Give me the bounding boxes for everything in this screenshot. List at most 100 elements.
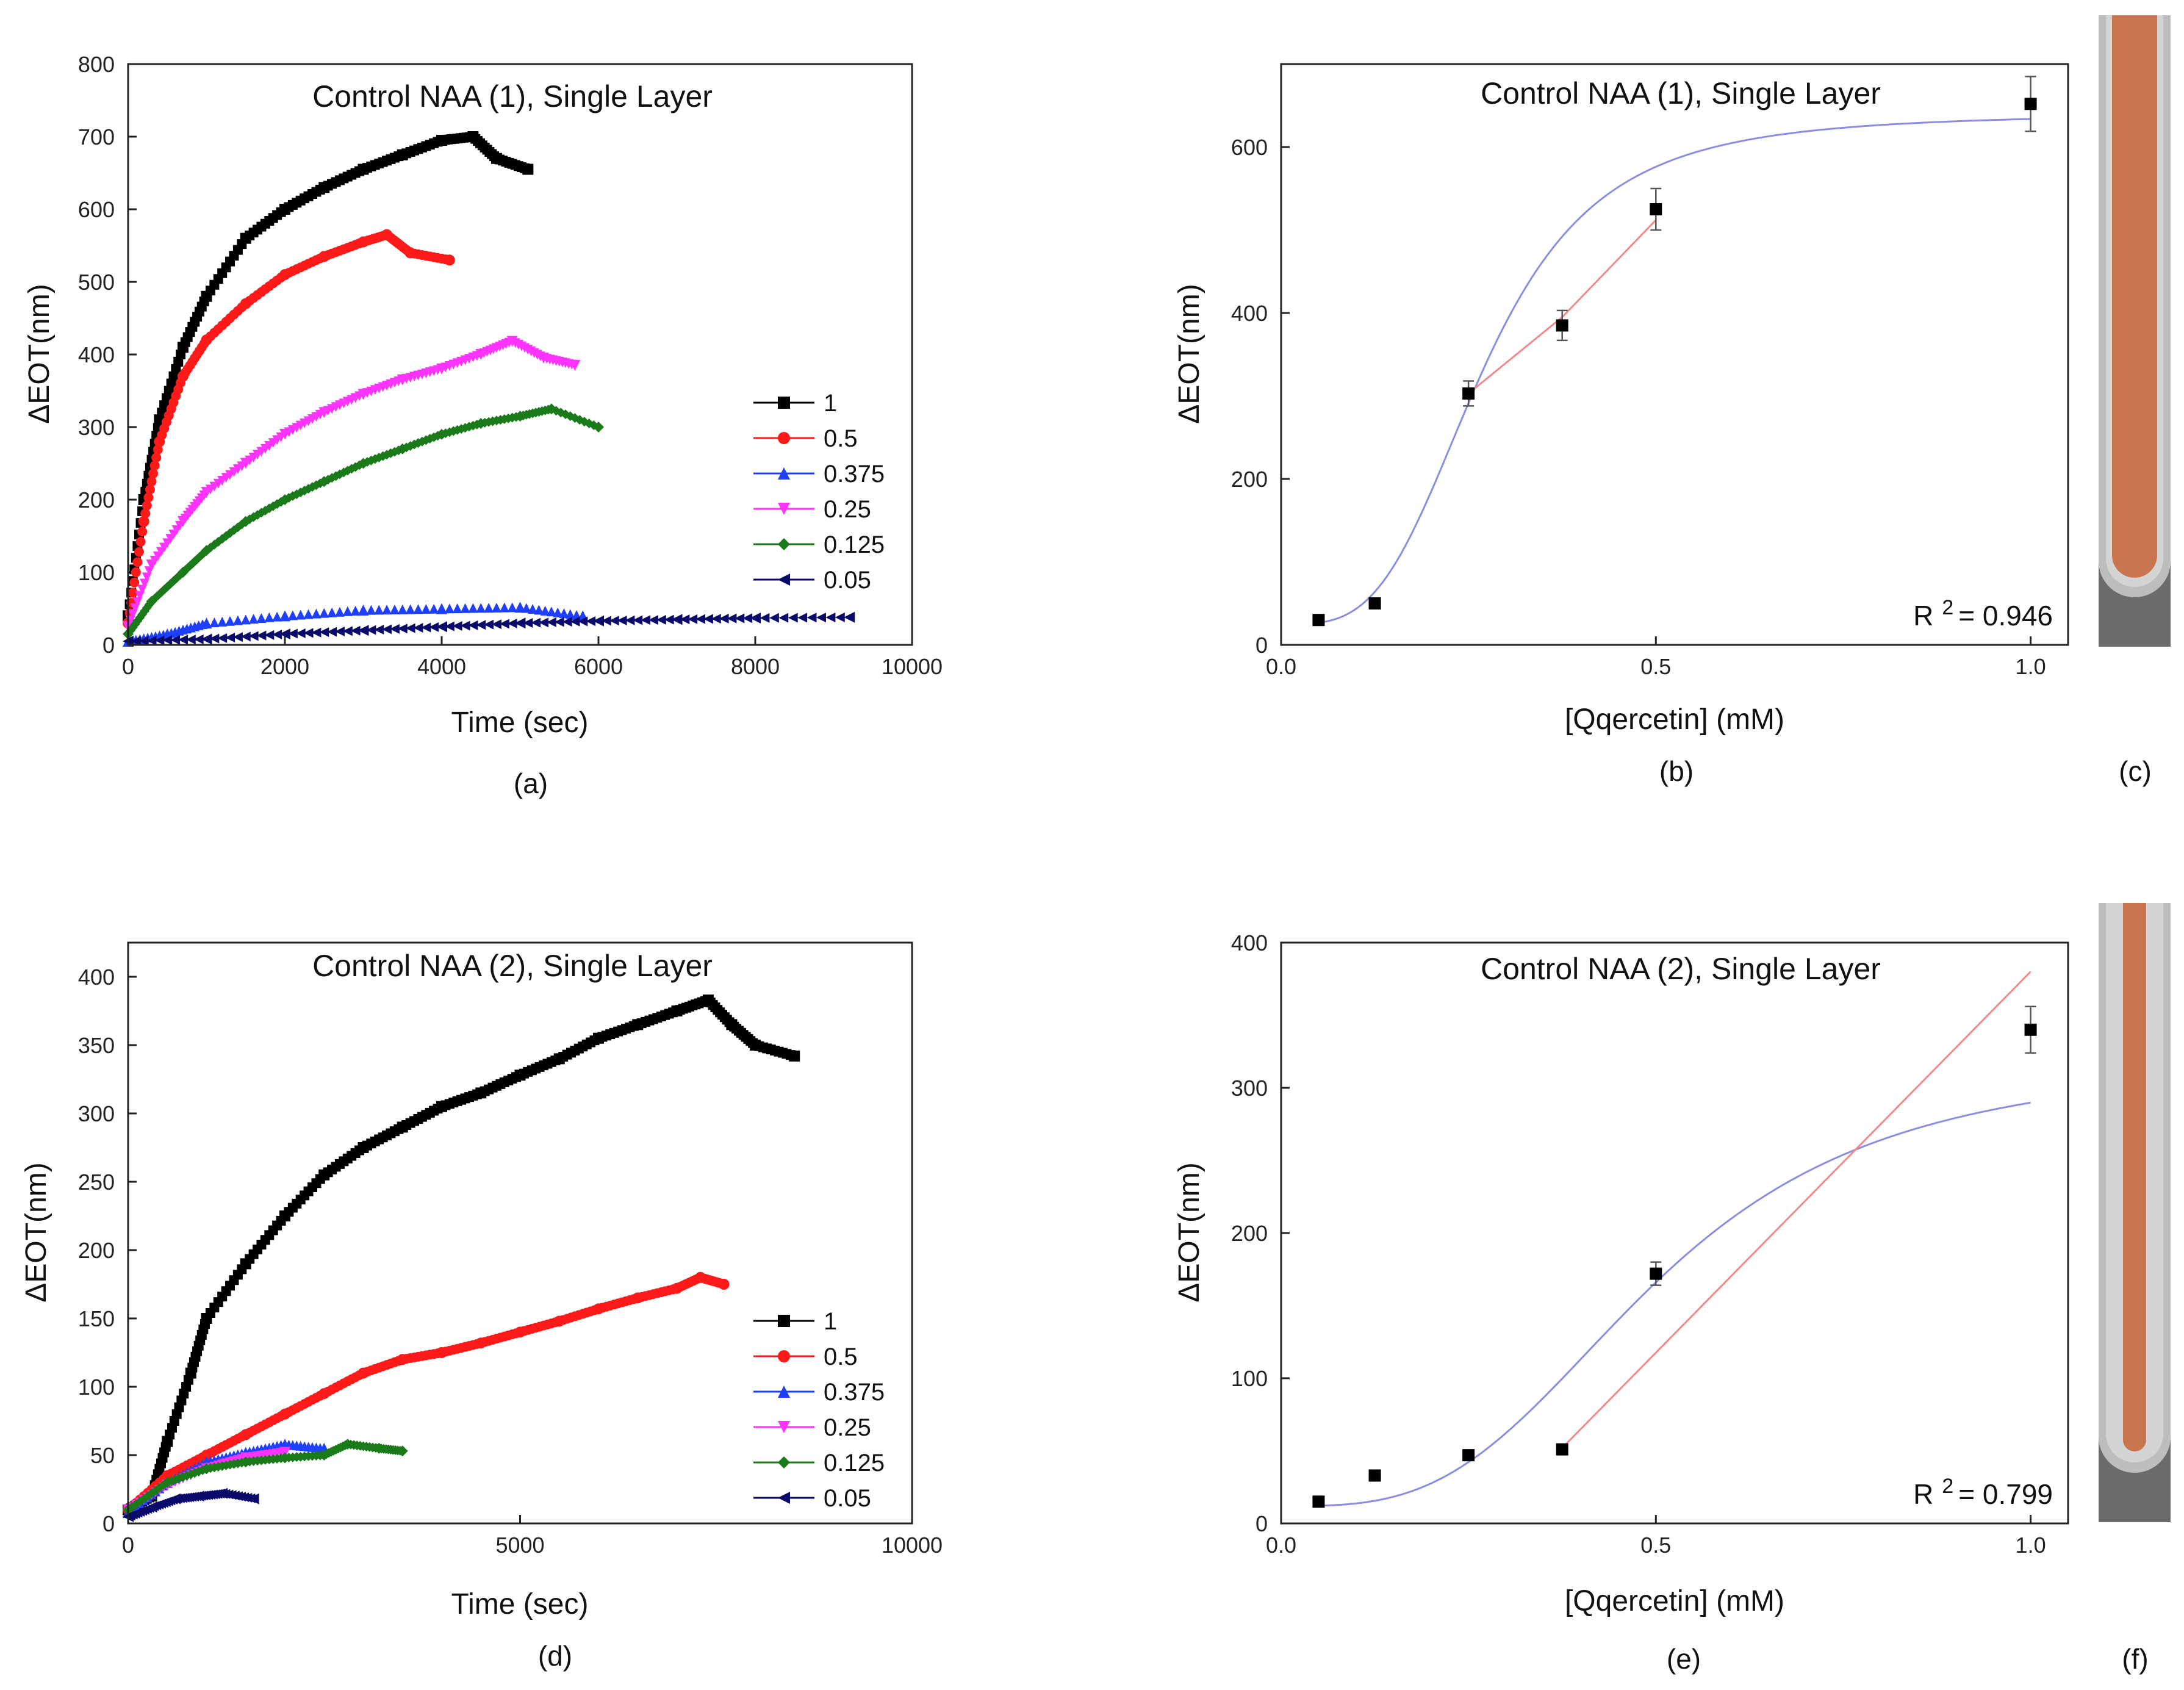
series-a-1 [123,131,534,622]
trace-marker-a-5-32 [374,625,384,635]
series-a-0.05 [123,611,855,647]
legend-label-d-1: 0.5 [824,1343,858,1370]
trace-marker-a-5-52 [531,617,541,628]
trace-marker-a-5-40 [437,622,447,632]
data-point-b-1 [1368,597,1381,609]
trace-marker-a-5-22 [295,628,306,638]
trace-marker-a-5-50 [515,618,525,628]
y-tick-label-b-0: 0 [1255,633,1268,658]
pore-illustration-c: (c) [2099,15,2171,787]
trace-marker-a-2-65 [546,606,556,617]
trace-marker-a-5-10 [201,634,212,644]
trace-marker-a-2-43 [382,605,392,615]
trace-marker-a-5-51 [523,617,533,628]
legend-marker-d-4 [778,1456,790,1469]
panel-label-d: (d) [538,1640,572,1672]
trace-marker-a-1-4 [129,577,140,588]
trace-marker-a-2-52 [452,603,462,614]
trace-marker-a-5-69 [664,614,674,625]
trace-marker-a-1-13 [143,492,154,503]
y-tick-label-d-8: 400 [78,965,115,990]
trace-marker-a-5-65 [633,615,643,625]
plot-frame-b [1280,63,2069,646]
trace-marker-a-1-17 [149,461,160,471]
trace-marker-a-5-84 [788,613,798,623]
series-a-0.375 [123,602,589,647]
data-point-b-0 [1312,614,1325,627]
pore-filling-f [2123,903,2146,1451]
trace-marker-a-2-35 [319,608,329,618]
trace-marker-d-5-50 [248,1494,259,1504]
trace-marker-a-5-56 [562,617,572,627]
legend-marker-a-2 [778,467,790,480]
trace-marker-a-1-11 [140,508,151,519]
trace-marker-a-5-39 [429,622,439,632]
chart-panel-e: 0.0 0.5 1.0 0 100 200 300 400 Control NAA (2), … [1173,930,2069,1675]
trace-marker-a-5-33 [382,624,392,635]
legend-label-d-2: 0.375 [824,1379,885,1406]
series-d-0.125 [123,1439,408,1516]
trace-marker-a-4-130 [594,422,603,432]
trace-marker-d-1-160 [719,1279,729,1289]
trace-marker-a-5-75 [711,614,721,624]
trace-marker-a-2-56 [484,603,494,613]
panel-label-c: (c) [2119,755,2152,787]
trace-marker-a-2-30 [280,611,290,621]
trace-marker-a-2-32 [295,609,306,620]
trace-marker-a-2-37 [334,606,345,617]
trace-marker-a-2-59 [507,602,517,613]
trace-marker-a-2-49 [429,603,439,614]
trace-marker-a-5-49 [507,618,517,628]
x-axis-label-a: Time (sec) [451,707,589,739]
x-axis-label-d: Time (sec) [451,1588,589,1620]
legend-label-d-4: 0.125 [824,1450,885,1476]
trace-marker-a-1-7 [134,547,144,557]
y-tick-label-d-6: 300 [78,1101,115,1126]
x-tick-label-b-2: 1.0 [2016,654,2046,679]
trace-marker-a-5-38 [421,622,431,633]
y-tick-label-d-2: 100 [78,1375,115,1400]
linear-fit-e [1561,971,2031,1449]
trace-marker-a-5-31 [366,625,376,635]
trace-marker-a-5-19 [272,629,282,639]
trace-marker-a-1-3 [128,588,138,598]
trace-marker-d-4-80 [397,1446,408,1456]
legend-marker-d-3 [778,1421,790,1433]
x-tick-label-e-2: 1.0 [2016,1533,2046,1558]
x-tick-label-a-0: 0 [122,654,134,679]
trace-marker-a-5-42 [452,621,462,631]
trace-marker-a-2-47 [413,604,423,614]
y-tick-label-b-2: 400 [1231,301,1268,326]
trace-marker-a-2-58 [499,602,509,613]
y-tick-label-a-0: 0 [102,633,115,658]
trace-marker-a-2-23 [225,616,235,626]
legend-label-d-5: 0.05 [824,1485,871,1512]
linear-fit-b [1468,219,1657,395]
sigmoid-fit-b [1318,118,2031,624]
trace-marker-a-1-6 [132,557,143,567]
y-tick-label-a-2: 200 [78,487,115,512]
trace-marker-a-5-86 [806,613,817,623]
trace-marker-a-5-12 [217,633,228,643]
trace-marker-a-5-34 [389,624,400,634]
trace-marker-a-1-19 [153,444,163,455]
trace-marker-a-5-25 [319,627,329,638]
legend-d: 1 0.5 0.375 0.25 0.125 0.05 [753,1308,885,1512]
trace-marker-a-5-1 [131,636,141,646]
trace-marker-a-5-60 [594,616,603,626]
trace-marker-a-5-76 [719,613,729,624]
y-axis-label-e: ΔEOT(nm) [1173,1162,1205,1302]
trace-marker-a-5-71 [680,614,690,625]
trace-marker-a-5-85 [797,613,808,623]
trace-marker-a-5-6 [170,635,181,645]
y-axis-label-a: ΔEOT(nm) [23,284,56,423]
trace-marker-a-5-15 [240,631,251,642]
trace-marker-a-5-53 [539,617,549,628]
trace-marker-a-1-16 [148,469,159,479]
trace-marker-a-5-59 [586,616,596,627]
legend-marker-d-0 [778,1315,790,1327]
y-tick-label-a-1: 100 [78,560,115,585]
r-squared-e: R 2 = 0.799 [1913,1475,2053,1510]
y-tick-label-d-3: 150 [78,1306,115,1331]
trace-marker-a-5-78 [735,613,745,624]
